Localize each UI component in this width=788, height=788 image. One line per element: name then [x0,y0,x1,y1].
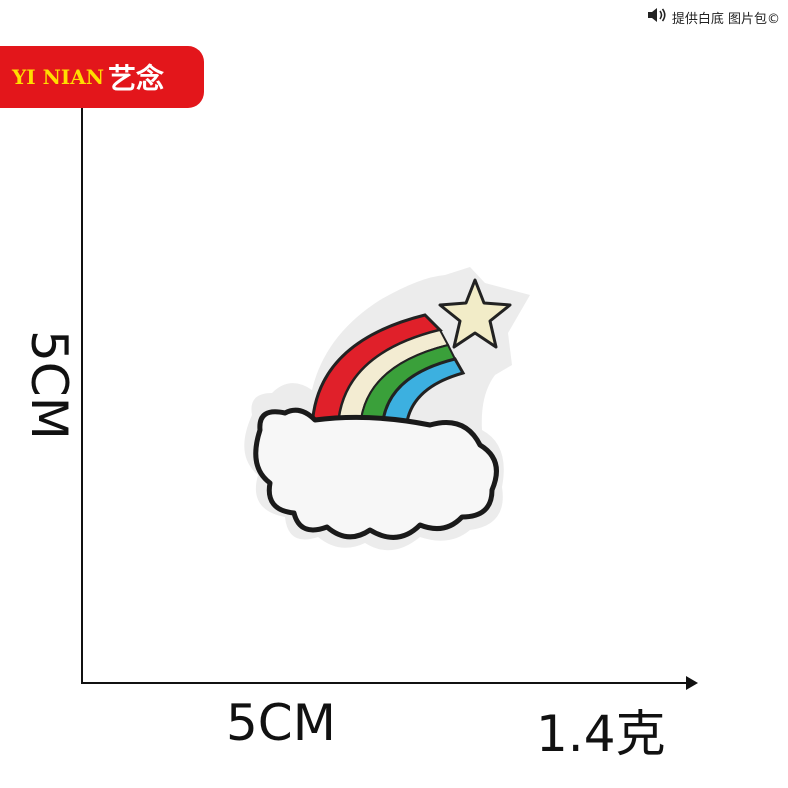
brand-name-en: YI NIAN [12,65,105,89]
weight-label: 1.4克 [536,705,666,763]
vertical-axis [81,108,83,683]
brand-name-cn: 艺念 [108,62,165,95]
width-dimension-label: 5CM [226,694,336,752]
rainbow-cloud-star-patch-icon [244,267,531,551]
speaker-icon [646,6,668,28]
rainbow-patch-image [230,255,540,565]
watermark-text: 提供白底 图片包© [671,11,780,27]
brand-badge: YI NIAN 艺念 [0,46,204,108]
height-dimension-label: 5CM [20,330,78,440]
horizontal-axis [81,682,693,684]
watermark: 提供白底 图片包© [646,6,780,28]
axis-arrow-icon [686,676,698,690]
